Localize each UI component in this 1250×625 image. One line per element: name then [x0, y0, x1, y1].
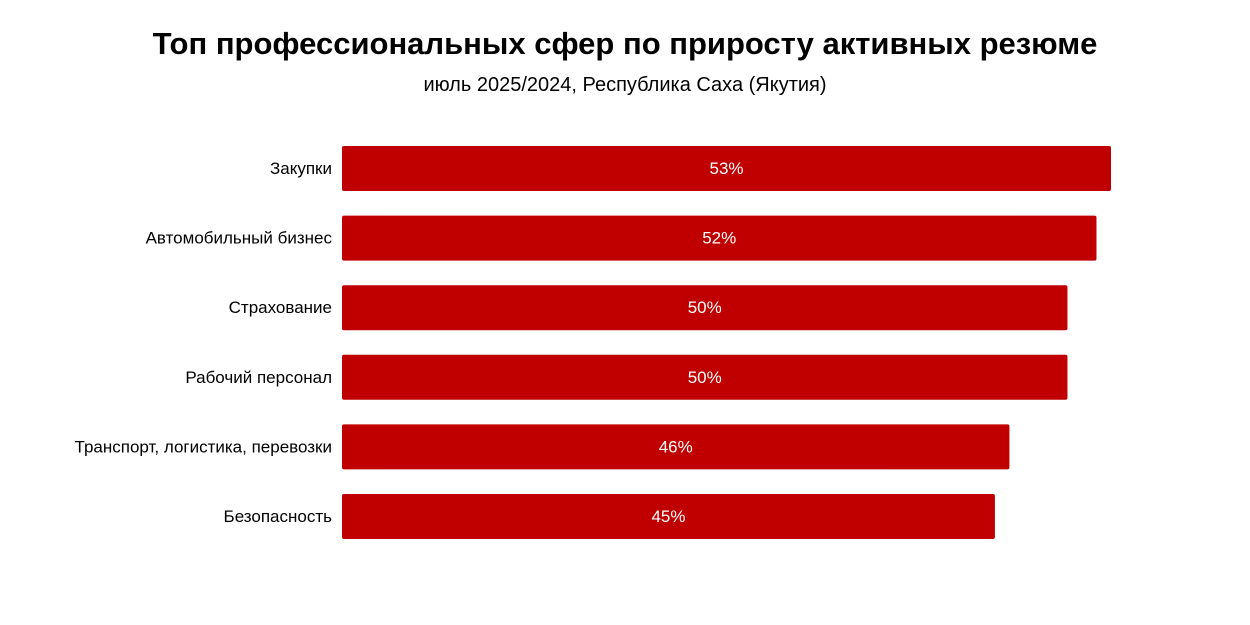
value-label: 50%: [688, 298, 722, 317]
value-label: 52%: [702, 229, 736, 248]
bar: [342, 424, 1010, 470]
bar: [342, 285, 1068, 331]
category-label: Закупки: [270, 159, 332, 178]
chart-title: Топ профессиональных сфер по приросту ак…: [152, 26, 1098, 61]
chart-subtitle: июль 2025/2024, Республика Саха (Якутия): [423, 74, 827, 96]
bar: [342, 146, 1111, 191]
value-label: 53%: [709, 159, 743, 178]
category-label: Безопасность: [224, 507, 333, 526]
value-label: 50%: [688, 368, 722, 387]
bar: [342, 215, 1097, 261]
value-label: 45%: [651, 507, 685, 526]
category-label: Рабочий персонал: [185, 368, 332, 387]
value-label: 46%: [659, 437, 693, 456]
category-label: Страхование: [229, 298, 332, 317]
category-label: Транспорт, логистика, перевозки: [75, 437, 332, 456]
category-label: Автомобильный бизнес: [146, 229, 333, 248]
bars-group: Закупки 53% Автомобильный бизнес 52% Страхов…: [75, 146, 1111, 539]
bar: [342, 354, 1068, 400]
bar: [342, 494, 995, 539]
